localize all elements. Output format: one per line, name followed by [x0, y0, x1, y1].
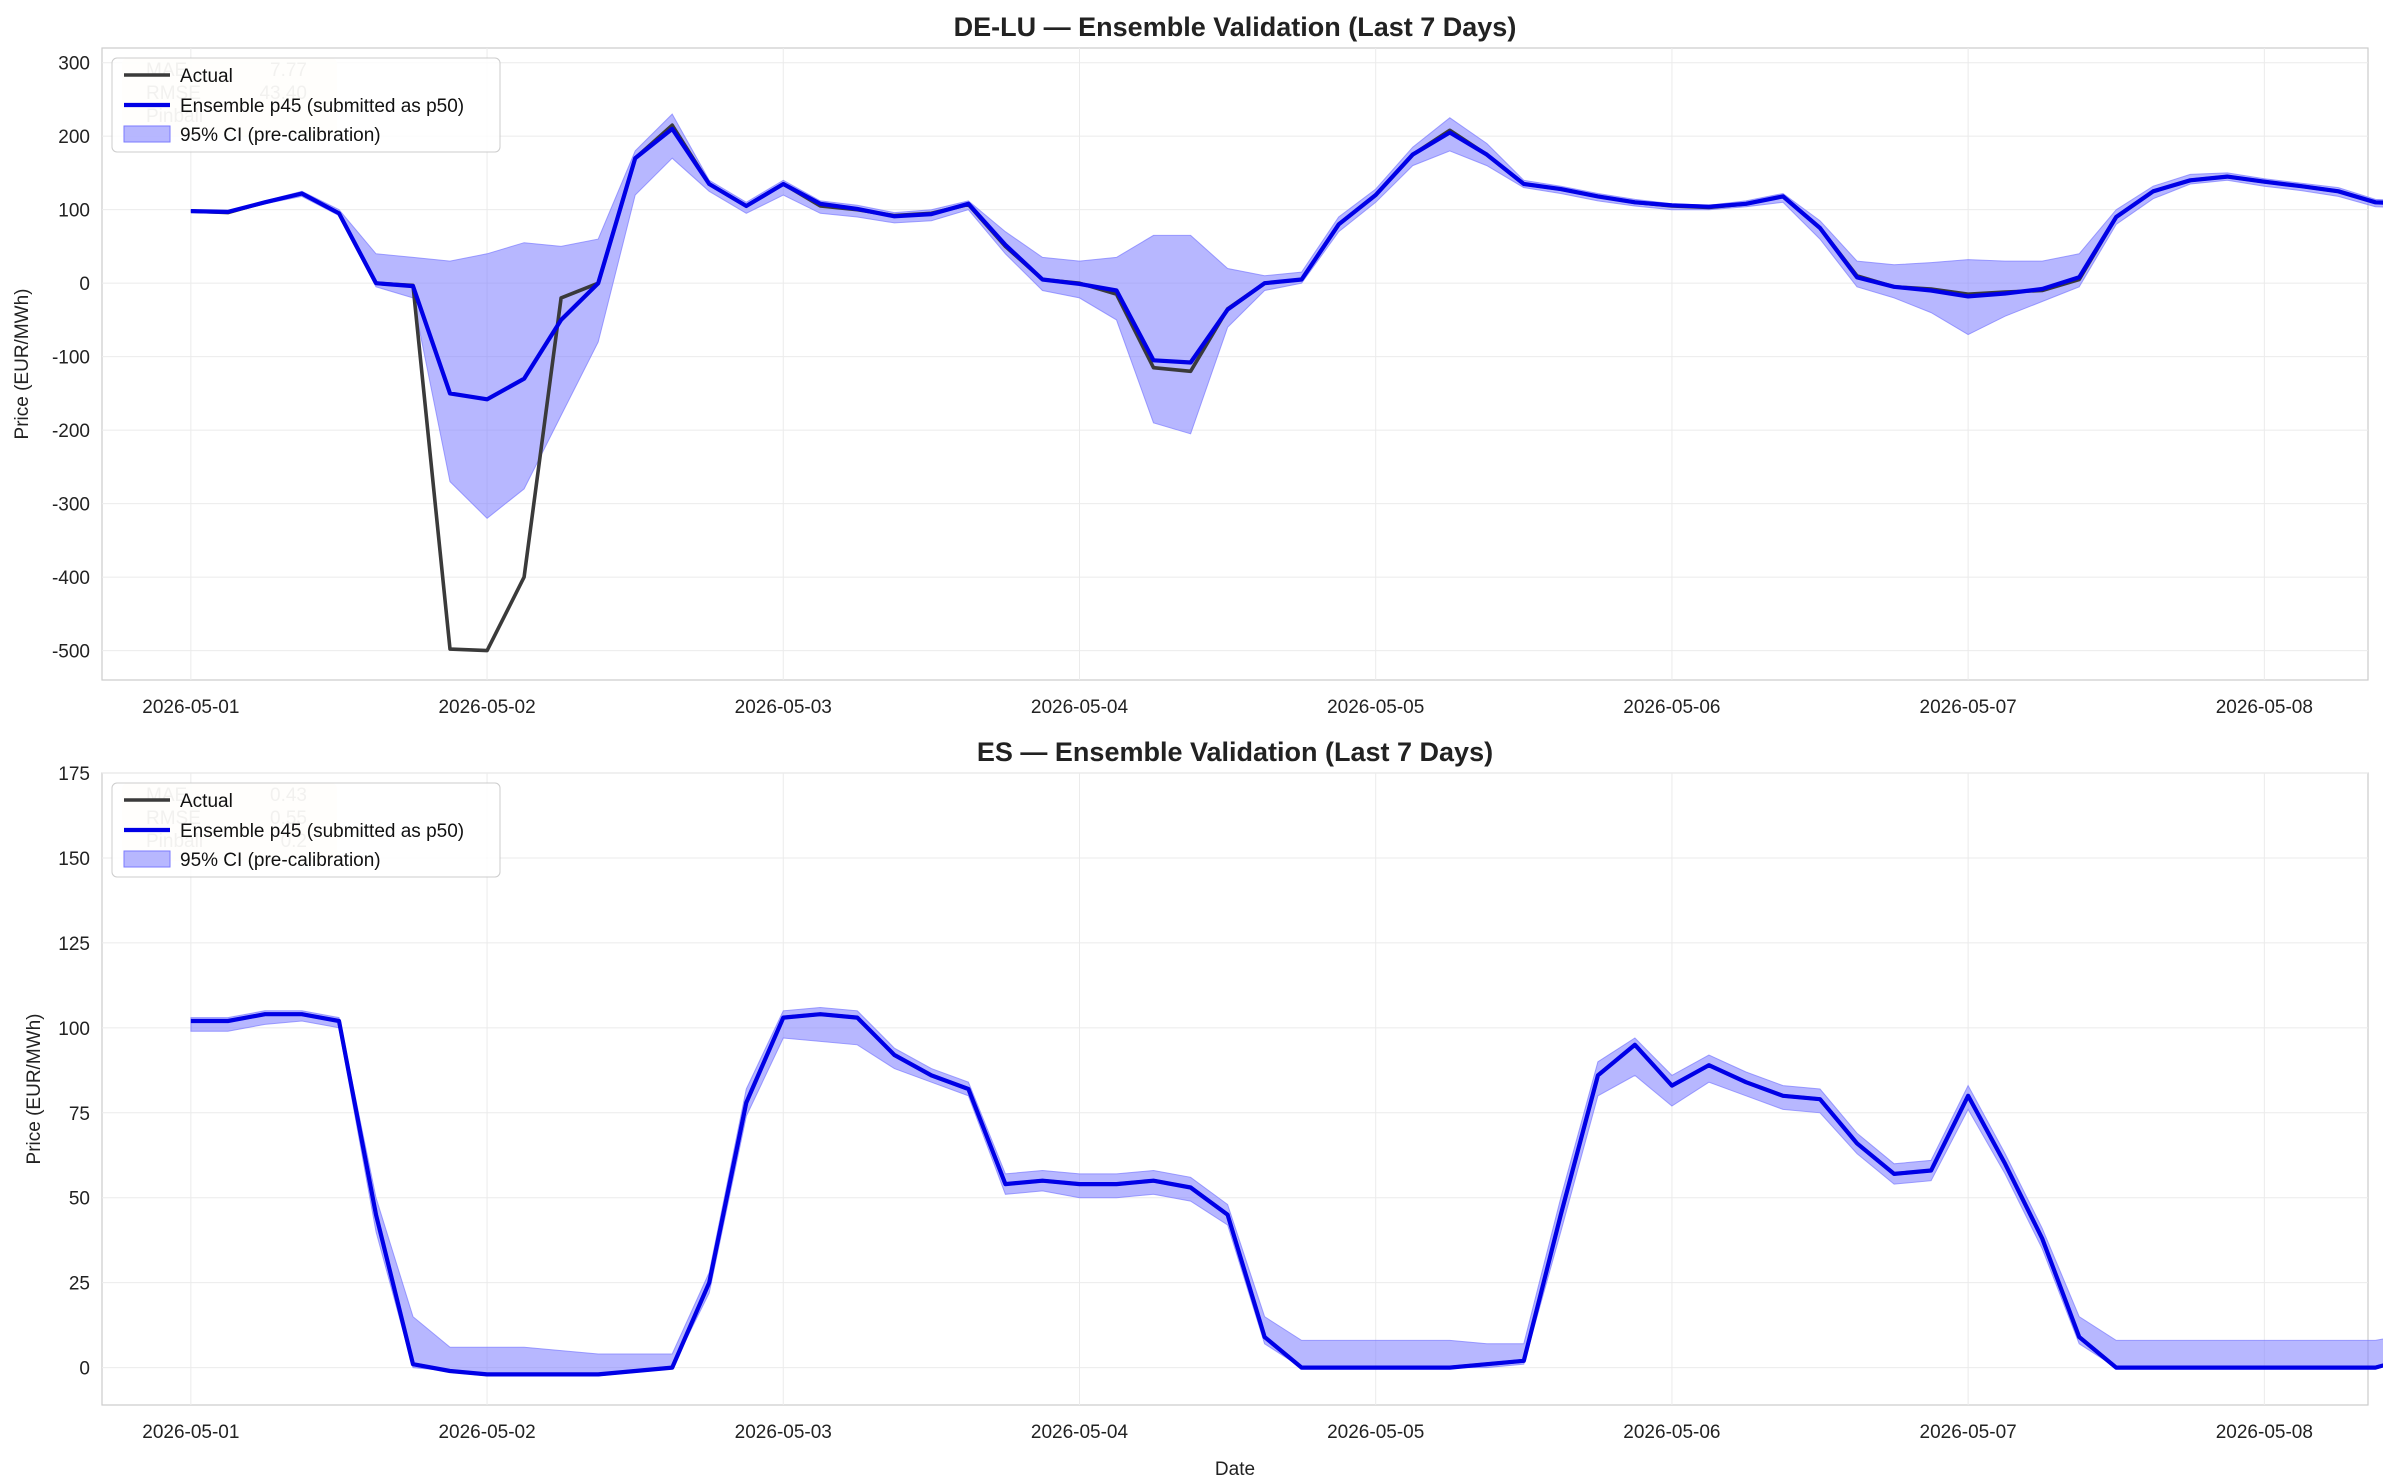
legend-box — [111, 57, 501, 153]
ensemble-line — [190, 126, 2383, 402]
x-tick-label: 2026-05-06 — [1623, 1422, 1720, 1443]
y-tick-label: 25 — [69, 1274, 90, 1295]
x-axis-label: Date — [1215, 1459, 1255, 1480]
x-tick-label: 2026-05-02 — [438, 697, 535, 718]
legend-label-actual: Actual — [180, 791, 233, 812]
x-tick-label: 2026-05-02 — [438, 1422, 535, 1443]
x-tick-label: 2026-05-01 — [142, 697, 239, 718]
legend-swatch-ci — [123, 125, 171, 143]
ensemble-line — [190, 1012, 2383, 1377]
x-tick-label: 2026-05-05 — [1327, 1422, 1424, 1443]
x-tick-label: 2026-05-05 — [1327, 697, 1424, 718]
x-tick-label: 2026-05-03 — [735, 697, 832, 718]
legend-label-ci: 95% CI (pre-calibration) — [180, 850, 381, 871]
y-tick-label: 175 — [58, 764, 90, 785]
y-tick-label: 150 — [58, 849, 90, 870]
y-axis-label: Price (EUR/MWh) — [12, 289, 33, 440]
ci-band — [190, 113, 2383, 519]
y-tick-label: -200 — [52, 421, 90, 442]
x-tick-label: 2026-05-07 — [1920, 697, 2017, 718]
x-tick-label: 2026-05-01 — [142, 1422, 239, 1443]
y-axis-label: Price (EUR/MWh) — [24, 1014, 45, 1165]
legend-box — [111, 782, 501, 878]
y-tick-label: 200 — [58, 127, 90, 148]
legend: Actual Ensemble p45 (submitted as p50) 95%… — [111, 782, 501, 878]
y-tick-label: 0 — [79, 274, 90, 295]
x-tick-label: 2026-05-04 — [1031, 1422, 1129, 1443]
chart-title: ES — Ensemble Validation (Last 7 Days) — [977, 737, 1493, 767]
chart-panel-1: 175 150 125 100 75 50 25 0 2026-05-01 2026-05-02 2… — [24, 737, 2383, 1480]
x-tick-label: 2026-05-04 — [1031, 697, 1129, 718]
y-tick-label: -400 — [52, 568, 90, 589]
legend-swatch-ci — [123, 850, 171, 868]
y-tick-label: 0 — [79, 1359, 90, 1380]
x-tick-label: 2026-05-08 — [2216, 1422, 2313, 1443]
legend: Actual Ensemble p45 (submitted as p50) 95%… — [111, 57, 501, 153]
legend-label-ci: 95% CI (pre-calibration) — [180, 125, 381, 146]
y-tick-label: 50 — [69, 1189, 90, 1210]
x-tick-label: 2026-05-06 — [1623, 697, 1720, 718]
legend-label-ensemble: Ensemble p45 (submitted as p50) — [180, 96, 464, 117]
legend-label-ensemble: Ensemble p45 (submitted as p50) — [180, 821, 464, 842]
chart-panel-0: 300 200 100 0 -100 -200 -300 -400 -500 2026-05-01… — [12, 12, 2383, 718]
y-tick-label: 100 — [58, 201, 90, 222]
y-tick-label: 75 — [69, 1104, 90, 1125]
x-tick-label: 2026-05-08 — [2216, 697, 2313, 718]
x-tick-label: 2026-05-03 — [735, 1422, 832, 1443]
plot-area — [101, 772, 2369, 1406]
y-tick-label: -500 — [52, 642, 90, 663]
y-tick-label: -100 — [52, 348, 90, 369]
y-tick-label: 100 — [58, 1019, 90, 1040]
y-tick-label: 125 — [58, 934, 90, 955]
legend-label-actual: Actual — [180, 66, 233, 87]
y-tick-label: 300 — [58, 54, 90, 75]
x-tick-label: 2026-05-07 — [1920, 1422, 2017, 1443]
chart-title: DE-LU — Ensemble Validation (Last 7 Days… — [954, 12, 1517, 42]
y-tick-label: -300 — [52, 495, 90, 516]
